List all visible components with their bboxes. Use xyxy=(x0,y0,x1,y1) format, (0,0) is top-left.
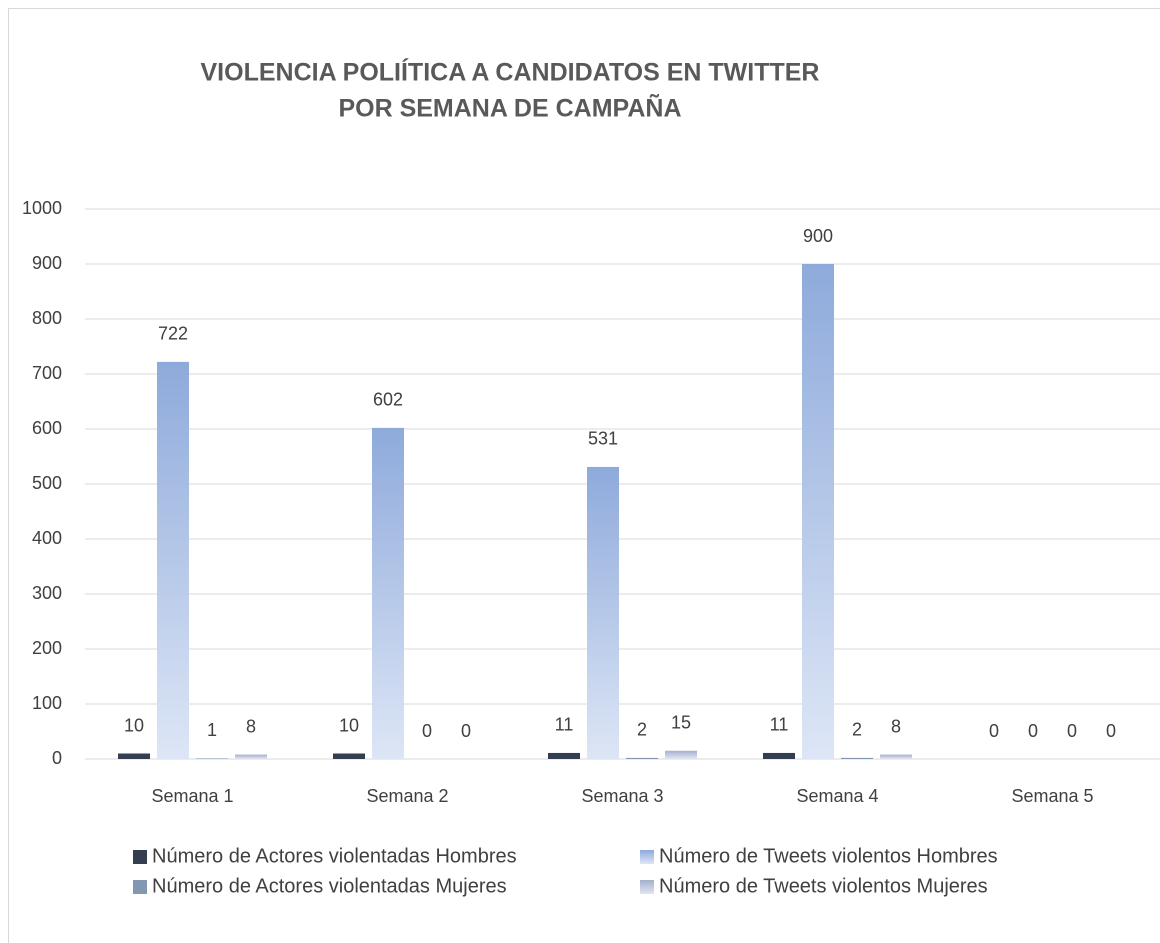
data-label: 531 xyxy=(588,429,618,449)
data-label: 0 xyxy=(989,721,999,741)
legend-swatch xyxy=(640,880,654,894)
y-tick-label: 400 xyxy=(32,528,62,548)
x-tick-label: Semana 2 xyxy=(366,786,448,806)
x-tick-label: Semana 3 xyxy=(581,786,663,806)
chart-border xyxy=(8,8,1160,943)
data-label: 0 xyxy=(1028,721,1038,741)
data-label: 602 xyxy=(373,390,403,410)
y-tick-label: 0 xyxy=(52,748,62,768)
bar xyxy=(196,758,228,759)
bar xyxy=(118,753,150,759)
legend-swatch xyxy=(640,850,654,864)
y-tick-label: 200 xyxy=(32,638,62,658)
x-tick-label: Semana 4 xyxy=(796,786,878,806)
legend-label: Número de Actores violentadas Hombres xyxy=(152,845,517,867)
y-tick-label: 800 xyxy=(32,308,62,328)
chart-title: POR SEMANA DE CAMPAÑA xyxy=(338,93,681,123)
bar xyxy=(665,750,697,759)
data-label: 0 xyxy=(1067,721,1077,741)
data-label: 1 xyxy=(207,720,217,740)
bar xyxy=(763,752,795,759)
data-label: 900 xyxy=(803,226,833,246)
y-tick-label: 900 xyxy=(32,253,62,273)
legend-label: Número de Actores violentadas Mujeres xyxy=(152,875,507,897)
bar xyxy=(548,752,580,759)
bar xyxy=(372,427,404,759)
data-label: 0 xyxy=(1106,721,1116,741)
bar xyxy=(841,757,873,759)
x-tick-label: Semana 5 xyxy=(1011,786,1093,806)
y-tick-label: 600 xyxy=(32,418,62,438)
bar xyxy=(333,753,365,759)
data-label: 8 xyxy=(246,716,256,736)
data-label: 11 xyxy=(770,715,789,735)
data-label: 11 xyxy=(555,715,574,735)
data-label: 0 xyxy=(422,721,432,741)
legend-swatch xyxy=(133,850,147,864)
data-label: 722 xyxy=(158,324,188,344)
bar xyxy=(587,466,619,759)
data-label: 0 xyxy=(461,721,471,741)
data-label: 10 xyxy=(339,715,359,735)
x-tick-label: Semana 1 xyxy=(151,786,233,806)
y-tick-label: 300 xyxy=(32,583,62,603)
bar xyxy=(626,757,658,759)
data-label: 2 xyxy=(637,720,647,740)
y-tick-label: 500 xyxy=(32,473,62,493)
y-tick-label: 1000 xyxy=(22,198,62,218)
data-label: 2 xyxy=(852,720,862,740)
bar xyxy=(157,361,189,759)
bar xyxy=(235,754,267,759)
bar xyxy=(802,264,834,759)
y-tick-label: 700 xyxy=(32,363,62,383)
legend-label: Número de Tweets violentos Hombres xyxy=(659,845,998,867)
bar xyxy=(880,754,912,759)
data-label: 8 xyxy=(891,716,901,736)
y-tick-label: 100 xyxy=(32,693,62,713)
legend-label: Número de Tweets violentos Mujeres xyxy=(659,875,988,897)
legend-swatch xyxy=(133,880,147,894)
data-label: 15 xyxy=(671,713,691,733)
data-label: 10 xyxy=(124,715,144,735)
chart-title: VIOLENCIA POLIÍTICA A CANDIDATOS EN TWIT… xyxy=(201,58,820,87)
